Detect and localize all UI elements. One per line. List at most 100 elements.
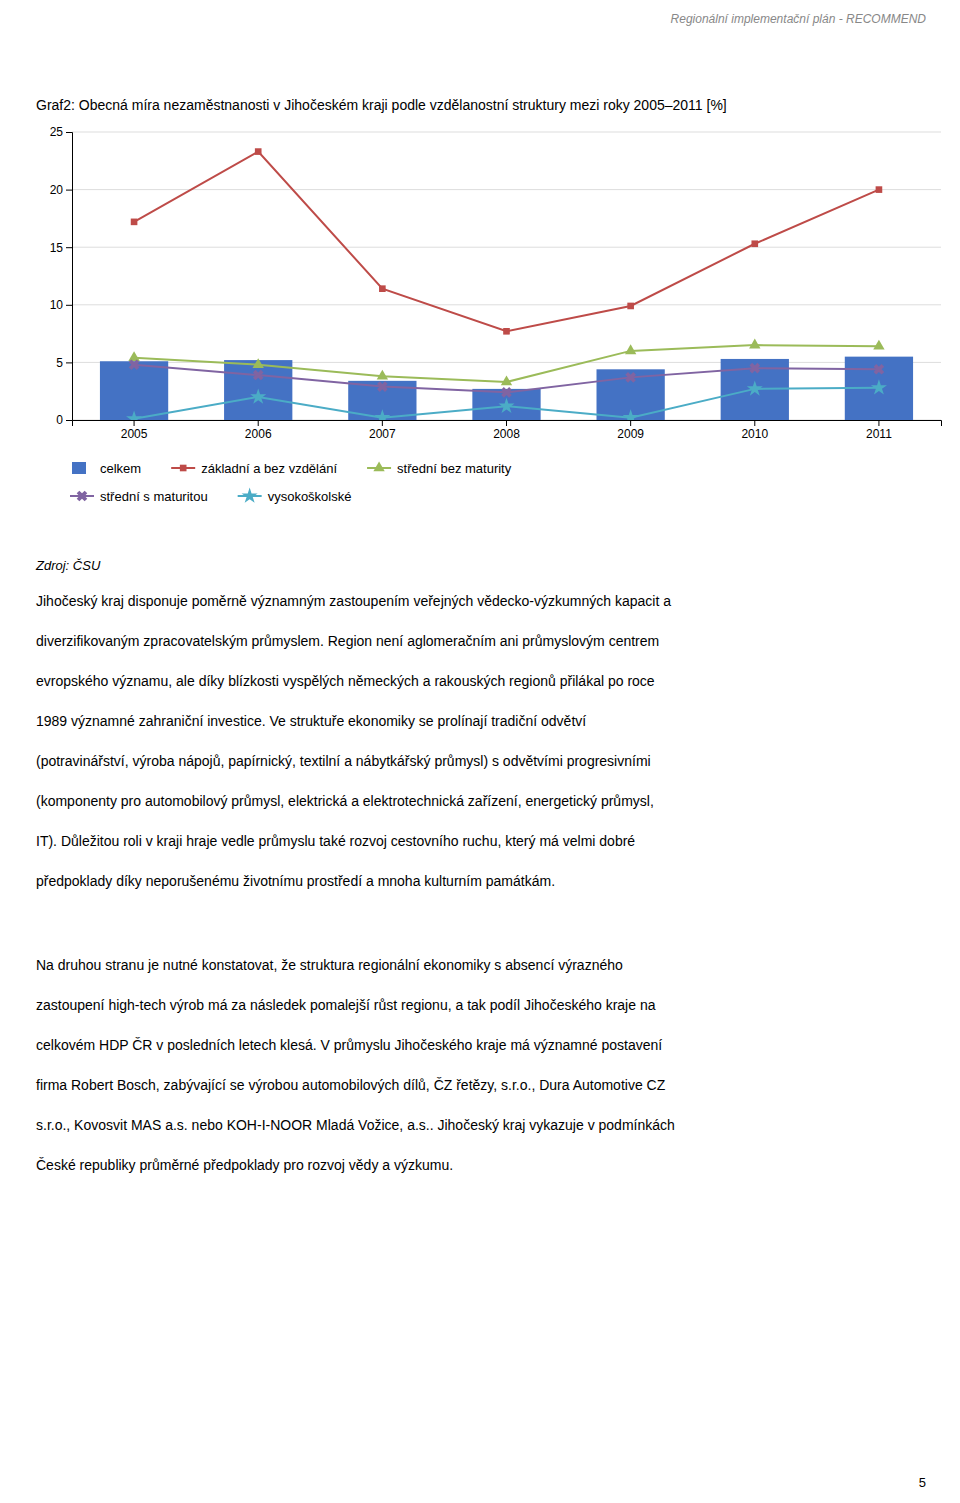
- tick: 2009: [617, 420, 644, 441]
- paragraph-line: s.r.o., Kovosvit MAS a.s. nebo KOH-I-NOO…: [36, 1117, 675, 1133]
- grid-line: [72, 247, 941, 248]
- tick: 10: [50, 298, 72, 312]
- axis-line: [66, 133, 73, 421]
- header: Regionální implementační plán - RECOMMEN…: [671, 12, 927, 26]
- legend-label: základní a bez vzdělání: [201, 461, 337, 476]
- tick: 2011: [866, 420, 892, 441]
- tick: 2008: [493, 420, 520, 441]
- grid: [72, 132, 941, 420]
- tick: 5: [56, 356, 72, 370]
- marker: [250, 367, 266, 383]
- marker: [250, 389, 266, 404]
- marker: [501, 375, 512, 385]
- tick-mark: [134, 420, 135, 426]
- tick-label: 2005: [121, 427, 148, 441]
- legend-marker: [180, 465, 187, 472]
- legend-item: vysokoškolské: [238, 488, 352, 504]
- grid-line: [72, 189, 941, 190]
- marker: [623, 369, 639, 385]
- paragraph-line: evropského významu, ale díky blízkosti v…: [36, 673, 655, 689]
- line-series: [126, 379, 887, 420]
- tick-mark: [878, 420, 879, 426]
- paragraph-line: (potravinářství, výroba nápojů, papírnic…: [36, 753, 651, 769]
- marker: [126, 357, 142, 373]
- marker: [623, 409, 639, 420]
- tick: 2010: [741, 420, 768, 441]
- marker: [253, 358, 264, 368]
- line-series: [126, 357, 887, 401]
- tick-mark: [630, 420, 631, 426]
- tick-label: 25: [50, 125, 64, 139]
- line-series: [128, 339, 884, 386]
- paragraph-line: České republiky průměrné předpoklady pro…: [36, 1157, 453, 1173]
- legend-item: celkem: [72, 461, 141, 476]
- legend-item: střední bez maturity: [367, 461, 512, 476]
- tick-label: 2008: [493, 427, 520, 441]
- marker: [128, 351, 139, 361]
- grid-line: [72, 132, 941, 133]
- tick-mark: [754, 420, 755, 426]
- marker: [871, 361, 887, 377]
- marker: [374, 409, 390, 420]
- legend-item: základní a bez vzdělání: [171, 461, 337, 476]
- legend-marker: [242, 488, 258, 503]
- x-axis: 2005200620072008200920102011: [73, 420, 942, 441]
- tick-label: 5: [56, 356, 63, 370]
- paragraph-line: zastoupení high-tech výrob má za následe…: [36, 997, 656, 1013]
- legend-label: střední s maturitou: [100, 489, 208, 504]
- tick-mark: [66, 190, 72, 191]
- paragraph-line: IT). Důležitou roli v kraji hraje vedle …: [36, 833, 635, 849]
- marker: [131, 219, 138, 226]
- bar-series: [100, 357, 913, 420]
- grid-line: [72, 304, 941, 305]
- marker: [751, 240, 758, 247]
- source: Zdroj: ČSU: [35, 558, 101, 573]
- tick-label: 2009: [617, 427, 644, 441]
- marker: [747, 360, 763, 376]
- legend-swatch: [72, 462, 86, 474]
- line: [134, 388, 879, 419]
- page: Regionální implementační plán - RECOMMEN…: [0, 0, 960, 1503]
- bar: [224, 360, 292, 420]
- line: [134, 152, 879, 332]
- tick: 25: [50, 125, 72, 139]
- tick-mark: [66, 362, 72, 363]
- marker: [377, 370, 388, 380]
- y-axis: 0510152025: [50, 125, 73, 427]
- marker: [498, 398, 514, 413]
- body-text: Jihočeský kraj disponuje poměrně významn…: [36, 593, 675, 1173]
- marker: [126, 410, 142, 420]
- paragraph-line: předpoklady díky neporušenému životnímu …: [36, 873, 555, 889]
- tick-mark: [382, 420, 383, 426]
- tick-mark: [258, 420, 259, 426]
- paragraph-line: firma Robert Bosch, zabývající se výrobo…: [36, 1077, 666, 1093]
- legend-label: vysokoškolské: [268, 489, 352, 504]
- legend-marker: [373, 461, 384, 471]
- marker: [871, 379, 887, 394]
- tick: 2007: [369, 420, 396, 441]
- marker: [876, 186, 883, 193]
- marker: [503, 328, 510, 335]
- paragraph-line: (komponenty pro automobilový průmysl, el…: [36, 793, 654, 809]
- marks: [100, 148, 913, 420]
- axis-line: [73, 421, 942, 427]
- tick-mark: [506, 420, 507, 426]
- chart: 05101520252005200620072008200920102011: [50, 125, 942, 440]
- paragraph-line: diverzifikovaným zpracovatelským průmysl…: [36, 633, 659, 649]
- paragraph-line: celkovém HDP ČR v posledních letech kles…: [36, 1037, 662, 1053]
- marker: [873, 340, 884, 350]
- marker: [255, 148, 262, 155]
- chart-title: Graf2: Obecná míra nezaměstnanosti v Jih…: [36, 97, 727, 113]
- tick: 2005: [121, 420, 148, 441]
- line-series: [131, 148, 882, 334]
- tick-label: 10: [50, 298, 64, 312]
- marker: [627, 303, 634, 310]
- marker: [374, 379, 390, 395]
- tick-label: 2007: [369, 427, 396, 441]
- tick: 20: [50, 183, 72, 197]
- tick-mark: [66, 420, 72, 421]
- legend: celkem základní a bez vzdělání střední bez…: [70, 461, 512, 504]
- tick: 15: [50, 241, 72, 255]
- tick-mark: [66, 247, 72, 248]
- tick-label: 20: [50, 183, 64, 197]
